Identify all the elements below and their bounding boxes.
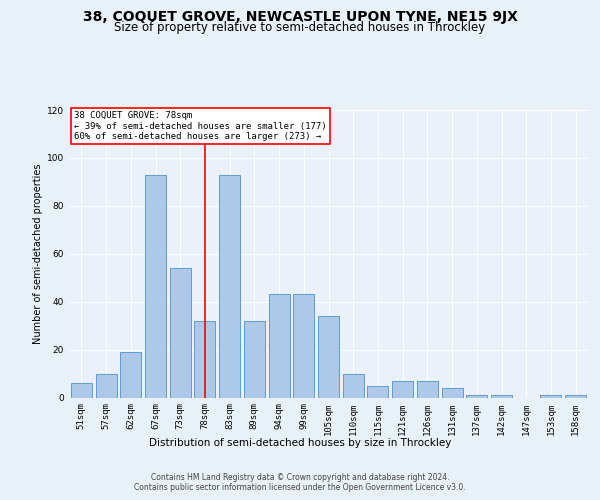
Bar [565, 395, 586, 398]
Bar [194, 321, 215, 398]
Bar [442, 388, 463, 398]
Bar [318, 316, 339, 398]
Text: Distribution of semi-detached houses by size in Throckley: Distribution of semi-detached houses by … [149, 438, 451, 448]
Bar [392, 380, 413, 398]
Bar [219, 174, 240, 398]
Bar [170, 268, 191, 398]
Bar [367, 386, 388, 398]
Bar [71, 383, 92, 398]
Text: Contains public sector information licensed under the Open Government Licence v3: Contains public sector information licen… [134, 484, 466, 492]
Bar [466, 395, 487, 398]
Text: 38 COQUET GROVE: 78sqm
← 39% of semi-detached houses are smaller (177)
60% of se: 38 COQUET GROVE: 78sqm ← 39% of semi-det… [74, 112, 327, 141]
Bar [293, 294, 314, 398]
Y-axis label: Number of semi-detached properties: Number of semi-detached properties [33, 164, 43, 344]
Bar [244, 321, 265, 398]
Text: Size of property relative to semi-detached houses in Throckley: Size of property relative to semi-detach… [115, 21, 485, 34]
Bar [269, 294, 290, 398]
Bar [417, 380, 438, 398]
Bar [541, 395, 562, 398]
Bar [491, 395, 512, 398]
Bar [120, 352, 141, 398]
Text: Contains HM Land Registry data © Crown copyright and database right 2024.: Contains HM Land Registry data © Crown c… [151, 472, 449, 482]
Text: 38, COQUET GROVE, NEWCASTLE UPON TYNE, NE15 9JX: 38, COQUET GROVE, NEWCASTLE UPON TYNE, N… [83, 10, 517, 24]
Bar [95, 374, 116, 398]
Bar [343, 374, 364, 398]
Bar [145, 174, 166, 398]
